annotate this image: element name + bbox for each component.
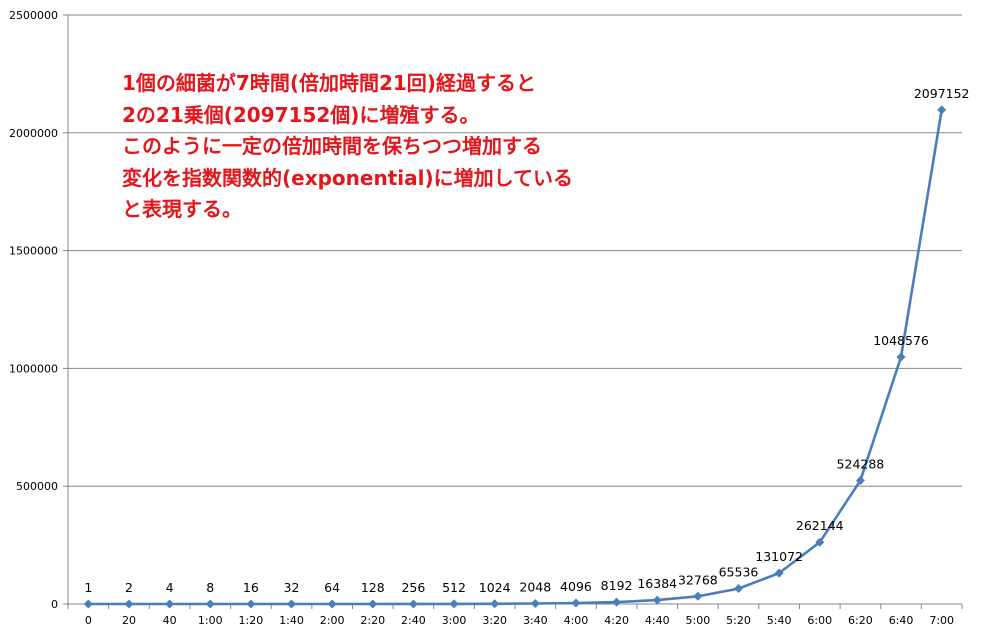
data-label: 1 <box>84 580 92 595</box>
data-label: 64 <box>324 580 340 595</box>
annotation-line: と表現する。 <box>122 197 242 221</box>
data-point <box>490 599 500 609</box>
x-tick-label: 6:20 <box>848 614 873 627</box>
data-label: 16384 <box>637 576 677 591</box>
data-label: 2 <box>125 580 133 595</box>
data-point <box>368 599 378 609</box>
x-tick-label: 5:00 <box>686 614 711 627</box>
data-point <box>530 599 540 609</box>
x-tick-label: 3:40 <box>523 614 548 627</box>
x-tick-label: 4:00 <box>564 614 589 627</box>
data-label: 128 <box>361 580 385 595</box>
data-label: 32 <box>284 580 300 595</box>
x-tick-label: 2:00 <box>320 614 345 627</box>
data-point <box>83 599 93 609</box>
data-point <box>124 599 134 609</box>
data-point <box>693 591 703 601</box>
x-tick-label: 6:40 <box>889 614 914 627</box>
x-tick-label: 0 <box>85 614 92 627</box>
data-point <box>165 599 175 609</box>
grid-lines <box>68 14 962 487</box>
data-label: 256 <box>401 580 425 595</box>
data-label: 1048576 <box>873 333 929 348</box>
data-point <box>246 599 256 609</box>
series-line-path <box>88 109 943 606</box>
data-point <box>652 595 662 605</box>
x-tick-label: 3:00 <box>442 614 467 627</box>
x-tick-label: 5:20 <box>726 614 751 627</box>
annotation-line: このように一定の倍加時間を保ちつつ増加する <box>122 134 542 158</box>
y-tick-label: 0 <box>51 598 58 611</box>
data-point <box>734 584 743 594</box>
data-point <box>571 598 581 608</box>
y-tick-label: 2500000 <box>9 9 58 22</box>
data-label: 4096 <box>560 579 592 594</box>
x-tick-label: 2:20 <box>360 614 385 627</box>
x-tick-label: 4:40 <box>645 614 670 627</box>
data-label: 1024 <box>479 580 511 595</box>
y-tick-label: 2000000 <box>9 127 58 140</box>
annotation-line: 1個の細菌が7時間(倍加時間21回)経過すると <box>122 71 536 95</box>
y-tick-labels: 0 500000 1000000 1500000 2000000 2500000 <box>9 9 58 611</box>
data-label: 32768 <box>678 572 718 587</box>
x-tick-label: 3:20 <box>482 614 507 627</box>
data-label: 4 <box>166 580 174 595</box>
x-tick-label: 20 <box>122 614 136 627</box>
data-point <box>855 475 865 485</box>
data-point <box>815 537 825 547</box>
data-label: 262144 <box>796 518 844 533</box>
annotation-text: 1個の細菌が7時間(倍加時間21回)経過すると 2の21乗個(2097152個)… <box>122 68 573 226</box>
data-label: 16 <box>243 580 259 595</box>
data-point <box>937 105 947 115</box>
x-tick-label: 7:00 <box>929 614 954 627</box>
y-tick-label: 500000 <box>16 480 58 493</box>
x-tick-label: 2:40 <box>401 614 426 627</box>
data-point <box>287 599 296 609</box>
x-tick-label: 1:00 <box>198 614 223 627</box>
data-label: 65536 <box>719 565 759 580</box>
data-label: 8 <box>206 580 214 595</box>
data-point <box>896 352 906 362</box>
data-labels: 1 2 4 8 16 32 64 128 256 512 1024 2048 4096 8192 16384… <box>84 86 969 595</box>
data-label: 2048 <box>519 580 551 595</box>
data-label: 524288 <box>837 456 885 471</box>
annotation-line: 2の21乗個(2097152個)に増殖する。 <box>122 102 480 127</box>
data-label: 512 <box>442 580 466 595</box>
data-point <box>408 599 418 609</box>
data-label: 2097152 <box>914 86 970 101</box>
data-point <box>612 597 622 607</box>
series-line <box>88 109 943 606</box>
data-point <box>774 568 784 578</box>
data-label: 8192 <box>601 578 633 593</box>
y-tick-label: 1500000 <box>9 245 58 258</box>
data-point <box>449 599 459 609</box>
series-markers <box>83 105 947 609</box>
annotation-line: 変化を指数関数的(exponential)に増加している <box>122 165 574 190</box>
data-point <box>327 599 337 609</box>
x-tick-label: 1:40 <box>279 614 304 627</box>
data-label: 131072 <box>755 549 803 564</box>
x-tick-label: 4:20 <box>604 614 629 627</box>
data-point <box>205 599 215 609</box>
x-tick-label: 40 <box>163 614 177 627</box>
x-tick-label: 6:00 <box>807 614 832 627</box>
x-tick-labels: 0 20 40 1:00 1:20 1:40 2:00 2:20 2:40 3:00 3:20 3:4… <box>85 614 954 627</box>
y-tick-label: 1000000 <box>9 362 58 375</box>
x-tick-label: 1:20 <box>239 614 264 627</box>
x-tick-label: 5:40 <box>767 614 792 627</box>
